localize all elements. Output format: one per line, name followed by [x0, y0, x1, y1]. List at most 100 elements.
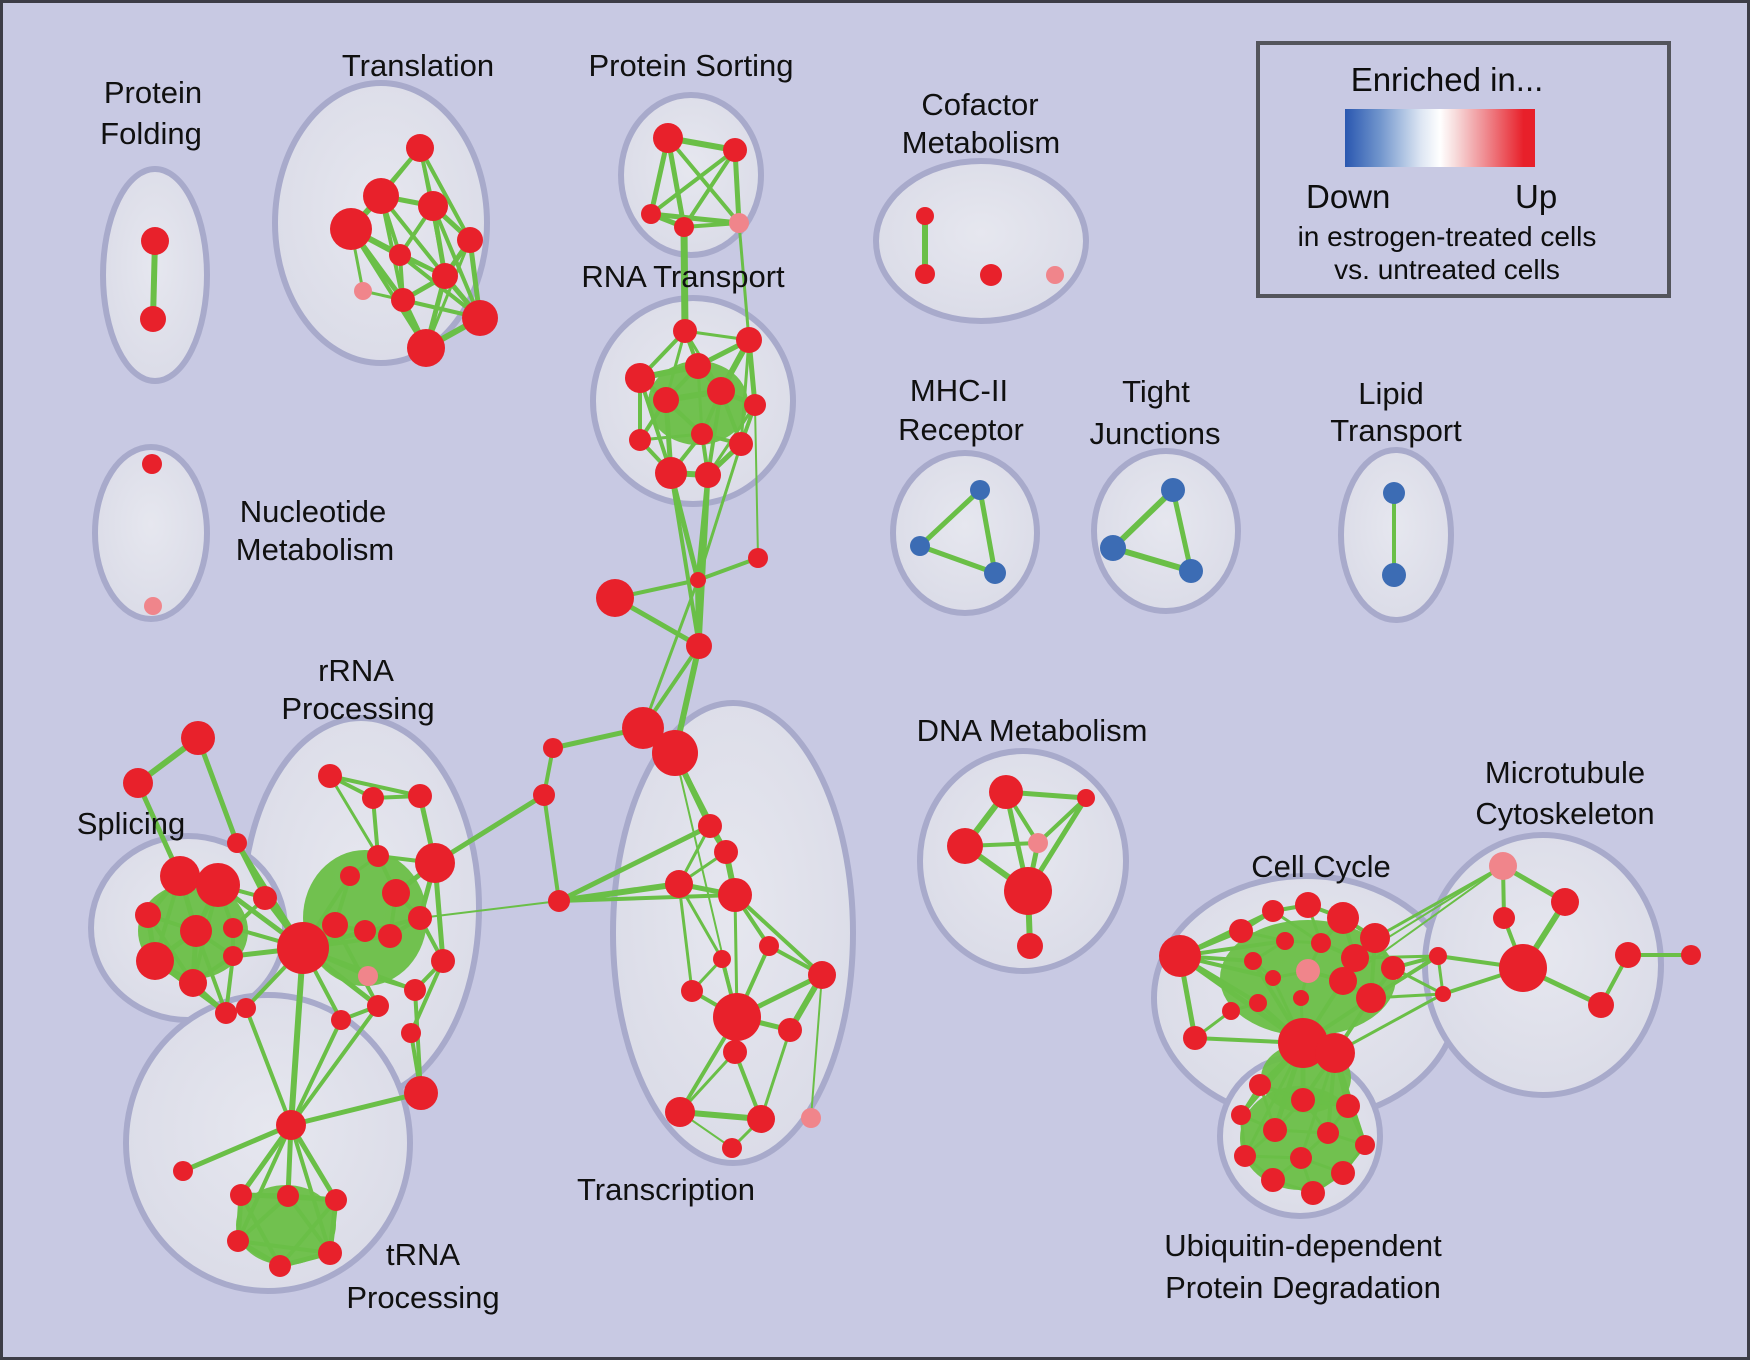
node-up — [457, 227, 483, 253]
edge — [677, 882, 694, 993]
node-up-weak — [1296, 959, 1320, 983]
edge — [810, 974, 823, 1119]
cluster-label-ubiquitin-dependent-protein-degradation: Protein Degradation — [1165, 1270, 1441, 1305]
node-down — [1161, 478, 1185, 502]
node-up — [1551, 888, 1579, 916]
node-up — [1315, 1033, 1355, 1073]
node-down — [984, 562, 1006, 584]
node-up — [354, 920, 376, 942]
cluster-label-ubiquitin-dependent-protein-degradation: Ubiquitin-dependent — [1164, 1228, 1442, 1263]
node-up — [723, 138, 747, 162]
node-up — [325, 1189, 347, 1211]
legend-box: Enriched in... Down Up in estrogen-treat… — [1256, 41, 1671, 298]
node-up — [698, 814, 722, 838]
node-up — [1588, 992, 1614, 1018]
edge — [278, 1198, 338, 1268]
node-up — [759, 936, 779, 956]
edge — [706, 389, 723, 477]
cluster-label-tight-junctions: Junctions — [1090, 416, 1221, 451]
node-up — [916, 207, 934, 225]
cluster-label-microtubule-cytoskeleton: Microtubule — [1485, 755, 1645, 790]
node-up — [277, 922, 329, 974]
node-up — [1222, 1002, 1240, 1020]
node-up — [253, 886, 277, 910]
node-up — [1355, 1135, 1375, 1155]
node-up — [331, 1010, 351, 1030]
node-up — [136, 942, 174, 980]
node-up-weak — [729, 213, 749, 233]
edge — [696, 442, 743, 582]
node-up — [722, 1138, 742, 1158]
node-up — [378, 924, 402, 948]
node-up — [389, 244, 411, 266]
cluster-label-nucleotide-metabolism: Nucleotide — [240, 494, 386, 529]
node-up — [653, 387, 679, 413]
node-up — [1435, 986, 1451, 1002]
edge — [917, 543, 998, 576]
legend-up-label: Up — [1515, 178, 1558, 215]
node-up — [1681, 945, 1701, 965]
node-up — [415, 843, 455, 883]
edge — [289, 1004, 380, 1127]
node-up — [596, 579, 634, 617]
node-up — [1004, 867, 1052, 915]
node-up — [1499, 944, 1547, 992]
edge — [244, 1006, 293, 1127]
node-up — [1295, 892, 1321, 918]
cluster-tight-junctions — [1091, 448, 1241, 614]
node-up — [915, 264, 935, 284]
node-up — [330, 208, 372, 250]
node-up-weak — [1028, 833, 1048, 853]
edge — [418, 146, 472, 242]
node-up — [695, 462, 721, 488]
edge — [1110, 545, 1194, 574]
node-up — [685, 353, 711, 379]
node-up — [748, 548, 768, 568]
edge — [556, 881, 682, 904]
node-up — [135, 902, 161, 928]
node-up — [543, 738, 563, 758]
node-down — [1383, 482, 1405, 504]
edge — [641, 578, 700, 730]
node-up — [391, 288, 415, 312]
cluster-trna-processing — [123, 992, 413, 1294]
edge — [557, 893, 737, 903]
node-up — [401, 1023, 421, 1043]
node-up-weak — [1046, 266, 1064, 284]
node-up — [407, 329, 445, 367]
edge — [977, 487, 998, 576]
cluster-label-mhc-ii-receptor: Receptor — [898, 412, 1024, 447]
node-up — [690, 572, 706, 588]
edge — [733, 893, 824, 977]
legend-down-label: Down — [1306, 178, 1391, 215]
legend-subtitle-line2: vs. untreated cells — [1334, 254, 1560, 285]
edge — [682, 148, 737, 229]
node-up — [276, 1110, 306, 1140]
node-up — [548, 890, 570, 912]
node-up — [1265, 970, 1281, 986]
cluster-label-microtubule-cytoskeleton: Cytoskeleton — [1475, 796, 1654, 831]
node-up — [1262, 900, 1284, 922]
node-up — [729, 432, 753, 456]
node-up — [277, 1185, 299, 1207]
edge — [542, 793, 561, 903]
node-up — [1336, 1094, 1360, 1118]
node-up — [367, 995, 389, 1017]
cluster-nucleotide-metabolism — [92, 444, 210, 622]
node-up — [1331, 1161, 1355, 1185]
edge — [409, 959, 445, 1035]
node-up — [980, 264, 1002, 286]
cluster-label-rrna-processing: Processing — [281, 691, 434, 726]
cluster-label-cofactor-metabolism: Metabolism — [902, 125, 1061, 160]
edge — [669, 471, 701, 648]
node-up — [227, 833, 247, 853]
edge — [236, 1123, 293, 1243]
node-up — [408, 906, 432, 930]
edge — [419, 900, 560, 919]
node-up-weak — [144, 597, 162, 615]
legend-gradient-bar — [1345, 109, 1535, 167]
node-up — [665, 870, 693, 898]
node-up — [160, 856, 200, 896]
cluster-label-splicing: Splicing — [77, 806, 186, 841]
